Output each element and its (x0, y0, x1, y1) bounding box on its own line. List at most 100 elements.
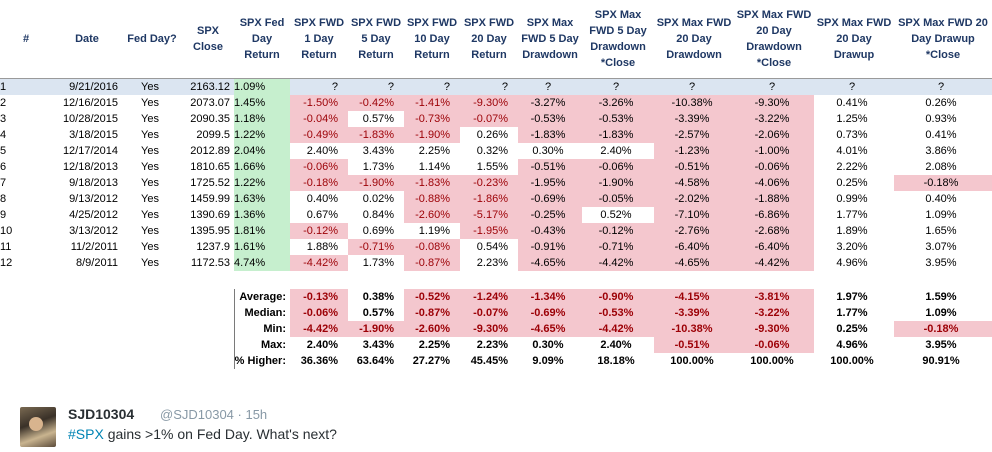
table-cell: 9/18/2013 (69, 177, 118, 189)
table-cell: 2 (0, 97, 7, 109)
table-cell: -0.18% (290, 175, 348, 191)
table-cell: -9.30% (460, 95, 518, 111)
summary-value: -4.42% (290, 321, 348, 337)
column-header: SPX FWD 10 Day Return (404, 0, 460, 79)
table-cell: 12/17/2014 (62, 145, 118, 157)
table-cell: 1.73% (348, 255, 404, 271)
table-cell: 1172.53 (191, 257, 230, 269)
table-cell: 1.14% (404, 159, 460, 175)
table-cell: 0.41% (925, 129, 957, 141)
summary-value: -0.06% (734, 337, 814, 353)
table-cell: -0.04% (290, 111, 348, 127)
table-cell: 0.30% (532, 145, 564, 157)
table-cell: -7.10% (654, 207, 734, 223)
summary-row: Average: -0.13% 0.38% -0.52% -1.24% -1.34% -0.… (0, 289, 992, 305)
table-cell: 3/13/2012 (69, 225, 118, 237)
hashtag-link[interactable]: #SPX (68, 426, 104, 442)
table-cell: 8 (0, 193, 7, 205)
table-cell: Yes (122, 78, 182, 95)
summary-value: -0.06% (290, 305, 348, 321)
avatar[interactable] (20, 407, 56, 447)
summary-value: -4.65% (518, 321, 582, 337)
table-cell: -0.23% (460, 175, 518, 191)
table-cell: -3.26% (582, 95, 654, 111)
table-cell: -4.42% (290, 255, 348, 271)
column-header: SPX FWD 1 Day Return (290, 0, 348, 79)
summary-value: -0.18% (894, 321, 992, 337)
summary-value: 100.00% (750, 355, 794, 367)
table-cell: 2.40% (600, 145, 632, 157)
table-cell: -1.50% (290, 95, 348, 111)
summary-value: -0.13% (290, 289, 348, 305)
table-row: 8 9/13/2012 Yes 1459.99 1.63% 0.40% 0.02% -0.88… (0, 191, 992, 207)
column-header: Date (52, 0, 122, 79)
summary-value: 0.25% (836, 323, 868, 335)
table-cell: -0.53% (518, 111, 582, 127)
table-cell: -0.51% (518, 159, 582, 175)
table-cell: -1.90% (404, 127, 460, 143)
table-cell: -0.06% (582, 159, 654, 175)
table-cell: Yes (141, 241, 159, 253)
table-cell: ? (518, 78, 582, 95)
table-cell: ? (460, 78, 518, 95)
table-cell: -2.02% (654, 191, 734, 207)
table-row: 6 12/18/2013 Yes 1810.65 1.66% -0.06% 1.73% 1.1… (0, 159, 992, 175)
tweet-user-name[interactable]: SJD10304 (68, 406, 135, 422)
table-cell: 1.66% (234, 159, 290, 175)
table-cell: -9.30% (734, 95, 814, 111)
table-cell: 4/25/2012 (69, 209, 118, 221)
table-cell: -4.65% (654, 255, 734, 271)
table-cell: 0.25% (836, 177, 868, 189)
table-cell: -2.57% (654, 127, 734, 143)
summary-value: -1.34% (518, 289, 582, 305)
table-cell: 2090.35 (190, 113, 230, 125)
table-cell: 2.04% (234, 143, 290, 159)
column-header: SPX Close (182, 0, 234, 79)
table-cell: Yes (141, 209, 159, 221)
table-cell: -6.40% (654, 239, 734, 255)
table-cell: 1.25% (836, 113, 868, 125)
summary-value: 3.95% (925, 339, 957, 351)
summary-value: 100.00% (830, 355, 874, 367)
summary-value: -3.39% (654, 305, 734, 321)
summary-value: -2.60% (404, 321, 460, 337)
table-cell: 0.26% (460, 127, 518, 143)
table-cell: -6.86% (734, 207, 814, 223)
tweet-time[interactable]: · 15h (237, 407, 268, 422)
table-cell: -0.71% (348, 239, 404, 255)
table-cell: 0.67% (290, 207, 348, 223)
table-cell: 1.55% (460, 159, 518, 175)
tweet[interactable]: SJD10304 @SJD10304 · 15h #SPX gains >1% … (20, 404, 980, 448)
summary-row: Max: 2.40% 3.43% 2.25% 2.23% 0.30% 2.40% -0.51%… (0, 337, 992, 353)
summary-value: 45.45% (470, 355, 508, 367)
table-cell: -4.58% (654, 175, 734, 191)
table-cell: -10.38% (654, 95, 734, 111)
spacer-row (0, 271, 992, 289)
table-cell: 1725.52 (190, 177, 230, 189)
table-cell: Yes (141, 97, 159, 109)
table-cell: 0.41% (836, 97, 868, 109)
table-cell: -0.06% (734, 159, 814, 175)
table-cell: -0.12% (290, 223, 348, 239)
table-cell: ? (734, 78, 814, 95)
summary-value: 2.40% (600, 339, 632, 351)
table-cell: 1459.99 (190, 193, 230, 205)
column-header: SPX FWD 5 Day Return (348, 0, 404, 79)
summary-value: -3.81% (734, 289, 814, 305)
table-cell: 1.18% (234, 111, 290, 127)
table-cell: 0.52% (600, 209, 632, 221)
table-cell: Yes (141, 257, 159, 269)
table-cell: 0.26% (925, 97, 957, 109)
summary-value: -0.52% (404, 289, 460, 305)
column-header: SPX Max FWD 20 Day Drawup (814, 0, 894, 79)
table-cell: -2.68% (734, 223, 814, 239)
table-cell: 1.36% (234, 207, 290, 223)
tweet-handle[interactable]: @SJD10304 (160, 407, 234, 422)
tweet-handle-time[interactable]: @SJD10304 · 15h (160, 407, 267, 422)
table-cell: 10/28/2015 (62, 113, 118, 125)
table-cell: 0.32% (460, 143, 518, 159)
table-cell: 9/13/2012 (69, 193, 118, 205)
table-cell: -0.91% (518, 239, 582, 255)
table-cell: 1.73% (348, 159, 404, 175)
table-cell: 2163.12 (182, 78, 234, 95)
